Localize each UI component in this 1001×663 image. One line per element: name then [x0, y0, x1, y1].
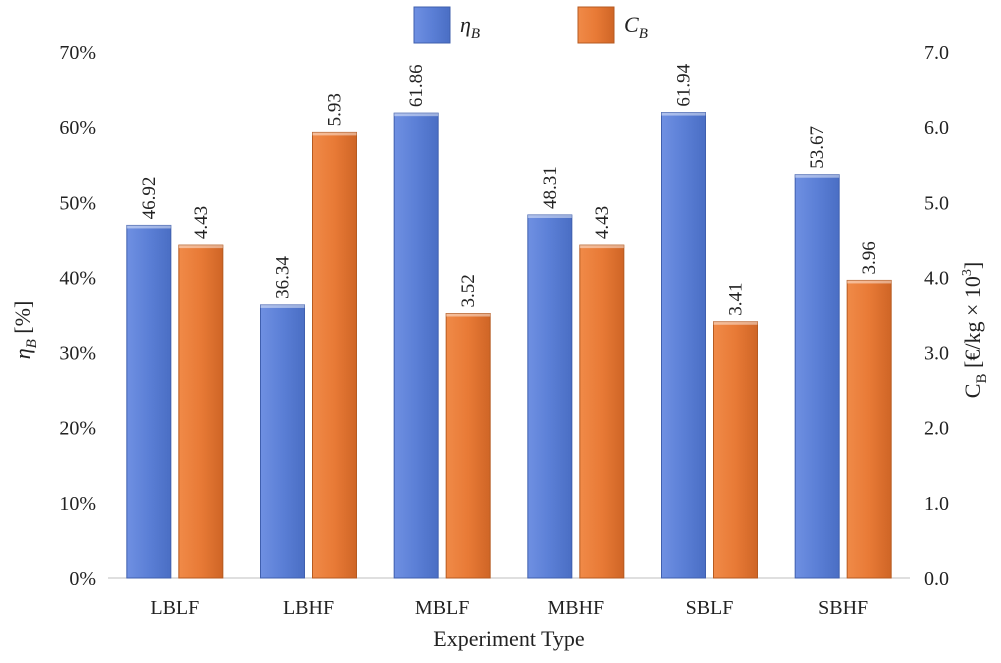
bar-top-bevel [178, 245, 223, 249]
bar-top-bevel [713, 321, 758, 325]
y-left-tick-label: 40% [59, 267, 96, 289]
data-label-cb-lbhf: 5.93 [325, 93, 346, 126]
data-label-eta-lbhf: 36.34 [273, 256, 294, 299]
x-axis-title: Experiment Type [433, 626, 584, 651]
y-left-tick-label: 10% [59, 493, 96, 515]
bar-top-bevel [260, 304, 305, 308]
data-label-cb-sblf: 3.41 [726, 283, 747, 316]
bar-top-bevel [527, 214, 572, 218]
legend: ηB CB [413, 6, 648, 44]
bar-cb-mblf [445, 312, 491, 579]
bar-eta-mbhf [527, 214, 573, 579]
bar-eta-sbhf [794, 174, 840, 579]
y-right-tick-label: 2.0 [924, 418, 949, 440]
data-label-eta-sblf: 61.94 [674, 63, 695, 106]
y-axis-right-title: CB [€/kg × 103] [960, 262, 990, 398]
legend-label-cb: CB [624, 12, 648, 42]
y-left-tick-label: 0% [69, 568, 96, 590]
y-right-tick-label: 0.0 [924, 568, 949, 590]
y-axis-left-title: ηB [%] [10, 301, 40, 360]
y-left-tick-label: 30% [59, 343, 96, 365]
bar-cb-sblf [713, 321, 758, 579]
data-label-cb-mblf: 3.52 [458, 274, 479, 307]
data-label-eta-mblf: 61.86 [406, 64, 427, 107]
bar-cb-lbhf [312, 131, 357, 579]
y-left-tick-label: 50% [59, 192, 96, 214]
data-labels: 46.92 4.43 36.34 5.93 61.86 3.52 48.31 4.43 61.9… [139, 63, 880, 315]
data-label-eta-sbhf: 53.67 [807, 126, 828, 169]
x-category-label: SBHF [818, 597, 868, 619]
x-category-label: MBLF [415, 597, 469, 619]
y-right-tick-label: 7.0 [924, 42, 949, 64]
bar-eta-sblf [661, 112, 706, 579]
bar-top-bevel [661, 112, 706, 116]
bar-top-bevel [126, 225, 171, 229]
bar-top-bevel [446, 313, 491, 317]
data-label-eta-mbhf: 48.31 [540, 166, 561, 209]
bar-top-bevel [394, 113, 439, 117]
bar-cb-mbhf [579, 244, 625, 579]
y-left-tick-label: 70% [59, 42, 96, 64]
bar-cb-lblf [178, 244, 224, 579]
x-category-label: MBHF [547, 597, 604, 619]
axes: 0% 10% 20% 30% 40% 50% 60% 70% 0.0 1.0 2.0 3.0 4.0 5.… [59, 42, 949, 619]
bar-eta-lbhf [260, 304, 305, 579]
data-label-cb-mbhf: 4.43 [592, 206, 613, 239]
bar-top-bevel [579, 245, 624, 249]
y-left-tick-label: 60% [59, 117, 96, 139]
y-right-tick-label: 6.0 [924, 117, 949, 139]
legend-label-eta: ηB [460, 12, 480, 42]
bar-cb-sbhf [846, 279, 892, 579]
y-left-tick-label: 20% [59, 418, 96, 440]
data-label-cb-sbhf: 3.96 [859, 241, 880, 274]
bar-eta-mblf [393, 112, 439, 579]
y-right-tick-label: 3.0 [924, 343, 949, 365]
bar-top-bevel [795, 174, 840, 178]
x-category-label: SBLF [686, 597, 734, 619]
legend-swatch-cb [577, 6, 615, 44]
bars [126, 112, 892, 579]
y-right-tick-label: 5.0 [924, 192, 949, 214]
bar-eta-lblf [126, 224, 172, 579]
bar-top-bevel [312, 132, 357, 136]
y-right-tick-label: 4.0 [924, 267, 949, 289]
x-category-label: LBLF [150, 597, 199, 619]
bar-top-bevel [847, 280, 892, 284]
data-label-eta-lblf: 46.92 [139, 177, 160, 220]
y-right-tick-label: 1.0 [924, 493, 949, 515]
legend-swatch-eta [413, 6, 451, 44]
data-label-cb-lblf: 4.43 [191, 206, 212, 239]
x-category-label: LBHF [283, 597, 334, 619]
